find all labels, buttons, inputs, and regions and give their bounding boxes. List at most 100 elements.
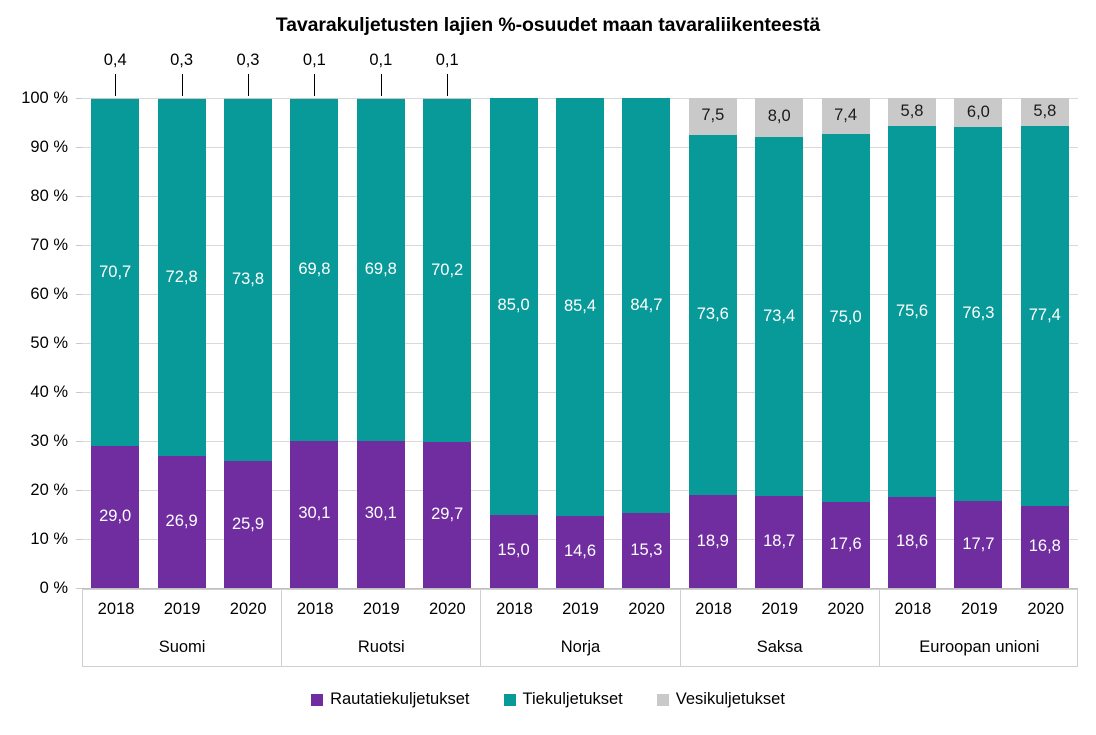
bar-segment-rail[interactable]: 29,0 [91,445,140,588]
bar-segment-road[interactable]: 85,0 [489,98,538,515]
bar-stack[interactable]: 29,7 70,2 [423,98,472,588]
bar-segment-road[interactable]: 69,8 [290,98,339,441]
bar-segment-water[interactable]: 6,0 [954,98,1003,128]
x-axis: 2018 2019 2020 Suomi 2018 2019 2020 Ruotsi 2018 2… [82,589,1078,667]
x-axis-year-label: 2019 [163,600,201,618]
bar-value-label-rail: 16,8 [1028,536,1061,555]
legend-swatch-icon [503,693,516,706]
legend-label: Vesikuljetukset [675,690,785,708]
y-axis-tick-label: 60 % [30,285,68,303]
bar-segment-rail[interactable]: 15,3 [622,513,671,588]
bar-segment-water[interactable]: 5,8 [888,98,936,127]
bar-value-label-road: 73,4 [763,306,796,325]
x-axis-year-row: 2018 2019 2020 [681,590,879,628]
bar-segment-road[interactable]: 85,4 [556,98,604,517]
bar-segment-road[interactable]: 69,8 [356,98,405,441]
bar-segment-rail[interactable]: 30,1 [290,440,339,588]
bar-value-label-road: 69,8 [364,259,397,278]
bar-stack[interactable]: 15,0 85,0 [489,98,538,588]
bar-segment-road[interactable]: 77,4 [1020,126,1069,506]
legend-item[interactable]: Tiekuljetukset [503,690,623,709]
bar-segment-road[interactable]: 75,6 [888,126,936,497]
chart-title: Tavarakuljetusten lajien %-osuudet maan … [275,14,821,36]
bar-segment-rail[interactable]: 17,6 [821,501,870,588]
bar-segment-rail[interactable]: 14,6 [556,516,604,588]
x-axis-year-label: 2019 [562,600,599,618]
bar-value-label-rail: 15,3 [630,540,663,559]
bar-segment-water[interactable]: 7,4 [821,98,870,135]
bar-stack[interactable]: 18,9 73,6 7,5 [688,98,737,588]
legend-swatch-icon [311,693,324,706]
y-axis-tick-mark [76,392,82,393]
bar-segment-rail[interactable]: 18,6 [888,496,936,588]
bar-stack[interactable]: 17,7 76,3 6,0 [954,98,1003,588]
bar-value-label-road: 70,2 [431,260,464,279]
bar-segment-rail[interactable]: 30,1 [356,440,405,588]
bar-segment-rail[interactable]: 17,7 [954,501,1003,588]
bar-value-label-rail: 18,9 [696,531,729,550]
bar-segment-road[interactable]: 70,2 [423,98,472,443]
y-axis-tick-label: 80 % [30,187,68,205]
x-axis-year-label: 2019 [961,600,998,618]
bar-stack[interactable]: 15,3 84,7 [622,98,671,588]
bar-stack[interactable]: 17,6 75,0 7,4 [821,98,870,588]
bar-value-label-rail: 17,6 [829,534,862,553]
bar-segment-water[interactable]: 8,0 [755,97,804,137]
y-axis-tick-mark [76,245,82,246]
bar-segment-rail[interactable]: 18,9 [688,495,737,588]
x-axis-year-label: 2018 [296,600,334,618]
x-axis-year-label: 2019 [761,600,799,618]
bar-stack[interactable]: 16,8 77,4 5,8 [1020,98,1069,588]
bar-segment-rail[interactable]: 18,7 [755,496,804,588]
bar-segment-rail[interactable]: 16,8 [1020,505,1069,588]
legend-item[interactable]: Rautatiekuljetukset [311,690,470,709]
y-axis-tick-label: 10 % [30,530,68,548]
bar-segment-road[interactable]: 76,3 [954,127,1003,502]
bar-value-label-road: 84,7 [630,295,663,314]
bar-stack[interactable]: 30,1 69,8 [290,98,339,588]
bar-stack[interactable]: 25,9 73,8 [224,98,272,588]
x-axis-year-label: 2020 [1027,600,1065,618]
bar-segment-road[interactable]: 70,7 [91,99,140,446]
bar-segment-water[interactable] [224,98,272,100]
bar-value-label-road: 70,7 [99,262,132,281]
legend-item[interactable]: Vesikuljetukset [656,690,785,709]
bar-value-callout-water: 0,1 [435,51,459,69]
bar-segment-road[interactable]: 72,8 [157,99,206,457]
x-axis-year-label: 2020 [428,600,466,618]
bar-value-label-road: 73,8 [231,270,265,289]
y-axis-tick-mark [76,490,82,491]
gridline [82,588,1078,589]
x-axis-group-label: Suomi [158,638,206,656]
bar-value-label-road: 72,8 [165,267,198,286]
bar-value-label-rail: 29,7 [431,505,464,524]
bar-segment-rail[interactable]: 25,9 [224,461,272,588]
bar-segment-water[interactable] [91,97,140,100]
bar-stack[interactable]: 18,6 75,6 5,8 [888,98,936,588]
bar-segment-rail[interactable]: 15,0 [489,514,538,588]
bar-stack[interactable]: 26,9 72,8 [157,98,206,588]
bar-segment-rail[interactable]: 26,9 [157,456,206,588]
bar-value-label-road: 75,6 [895,301,929,320]
bar-segment-water[interactable] [157,98,206,100]
bar-segment-road[interactable]: 73,4 [755,136,804,497]
bar-value-label-rail: 17,7 [962,534,995,553]
x-axis-group-suomi: 2018 2019 2020 Suomi [83,590,283,666]
bar-segment-road[interactable]: 73,8 [224,99,272,462]
bar-value-label-road: 73,6 [696,305,729,324]
bar-segment-water[interactable]: 7,5 [688,98,737,135]
y-axis-tick-label: 20 % [30,481,68,499]
y-axis-tick-mark [76,98,82,99]
legend-label: Rautatiekuljetukset [330,690,470,708]
bar-stack[interactable]: 29,0 70,7 [91,97,140,588]
bar-segment-water[interactable]: 5,8 [1020,98,1069,127]
bar-value-label-rail: 29,0 [99,506,132,525]
bar-stack[interactable]: 14,6 85,4 [556,98,604,588]
bar-stack[interactable]: 18,7 73,4 8,0 [755,97,804,588]
x-axis-year-label: 2020 [628,600,665,618]
bar-segment-road[interactable]: 84,7 [622,98,671,514]
bar-segment-road[interactable]: 73,6 [688,134,737,496]
bar-segment-rail[interactable]: 29,7 [423,442,472,588]
bar-segment-road[interactable]: 75,0 [821,134,870,502]
bar-stack[interactable]: 30,1 69,8 [356,98,405,588]
